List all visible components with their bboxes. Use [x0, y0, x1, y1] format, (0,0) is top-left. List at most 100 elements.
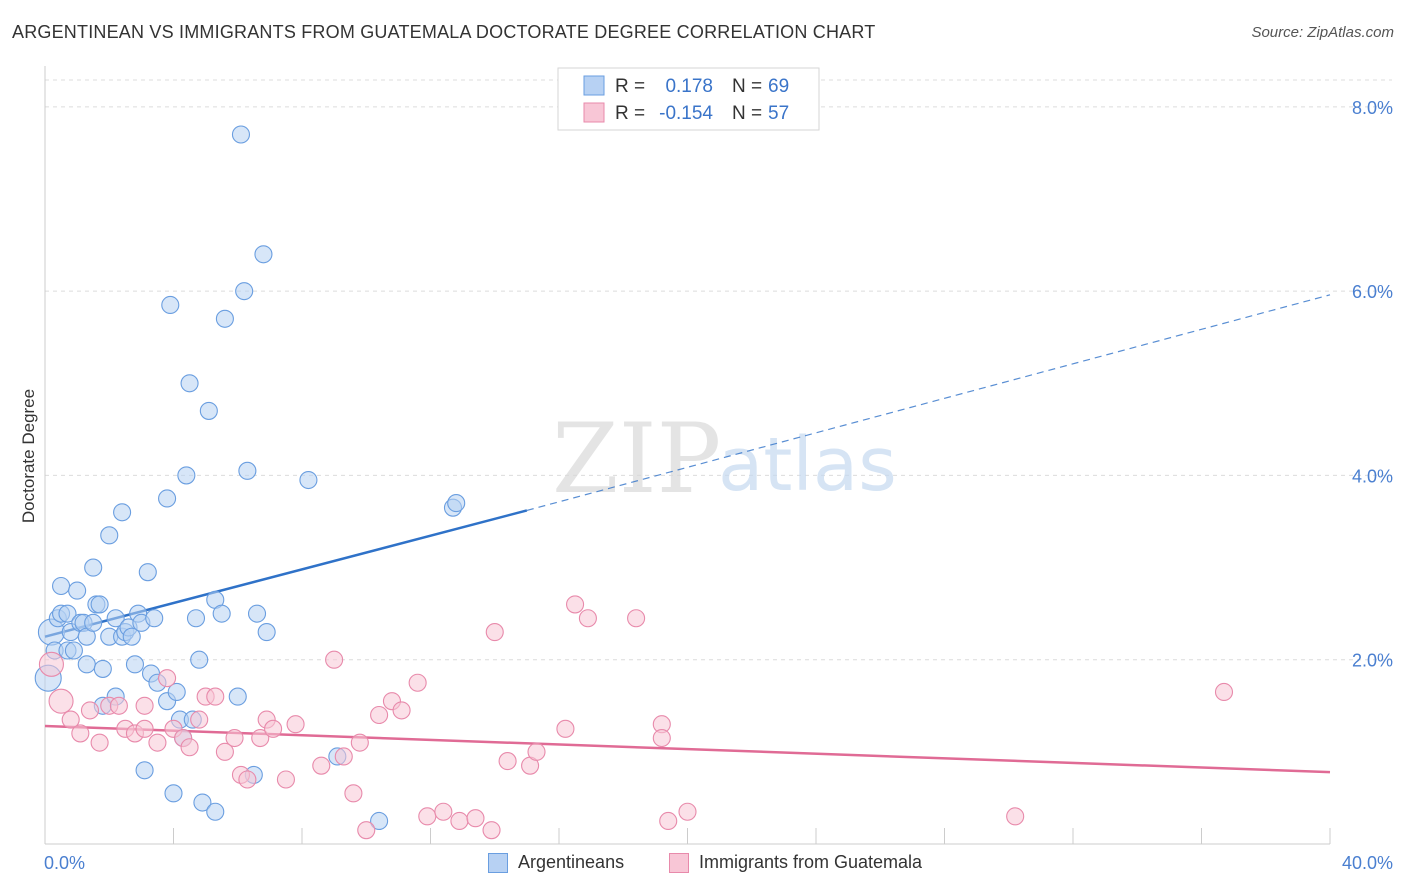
point-guatemala — [334, 747, 353, 766]
legend-n-value-blue: 69 — [768, 76, 789, 97]
point-argentineans — [370, 811, 389, 831]
point-guatemala — [276, 770, 295, 789]
point-guatemala — [498, 752, 517, 771]
point-argentineans — [64, 641, 83, 660]
legend-n-label-blue: N = — [732, 76, 762, 97]
point-guatemala — [652, 728, 671, 748]
legend-label-argentineans: Argentineans — [518, 852, 625, 872]
point-guatemala — [527, 742, 546, 761]
bottom-legend: Argentineans Immigrants from Guatemala — [0, 850, 1406, 880]
point-guatemala — [225, 728, 244, 748]
point-guatemala — [109, 696, 128, 715]
point-argentineans — [161, 295, 180, 315]
watermark: ZIP atlas — [552, 403, 897, 515]
legend-item-guatemala[interactable]: Immigrants from Guatemala — [669, 852, 922, 873]
point-guatemala — [325, 650, 344, 669]
point-argentineans — [254, 245, 273, 264]
point-argentineans — [90, 595, 109, 614]
point-argentineans — [100, 526, 119, 545]
point-argentineans — [447, 494, 466, 513]
point-guatemala — [344, 784, 363, 803]
point-argentineans — [186, 609, 206, 628]
point-guatemala — [264, 719, 283, 738]
axes — [44, 66, 1331, 845]
point-guatemala — [466, 809, 485, 828]
point-argentineans — [145, 609, 164, 628]
legend-r-label-blue: R = — [615, 76, 645, 97]
y-tick-label: 6.0% — [1352, 282, 1393, 302]
point-guatemala — [1214, 682, 1234, 702]
point-argentineans — [125, 655, 144, 674]
x-tick-label-min: 0.0% — [44, 853, 85, 873]
point-argentineans — [235, 282, 254, 301]
point-guatemala — [357, 821, 376, 840]
point-argentineans — [135, 761, 154, 780]
point-guatemala — [286, 715, 305, 734]
point-guatemala — [350, 733, 369, 752]
point-argentineans — [190, 650, 209, 669]
y-axis-label: Doctorate Degree — [19, 389, 38, 523]
legend-item-argentineans[interactable]: Argentineans — [488, 852, 624, 873]
point-guatemala — [418, 807, 437, 826]
point-argentineans — [193, 793, 212, 812]
legend-label-guatemala: Immigrants from Guatemala — [699, 852, 923, 872]
y-tick-labels: 2.0% 4.0% 6.0% 8.0% — [1352, 98, 1393, 671]
point-argentineans — [206, 802, 225, 821]
point-guatemala — [392, 701, 411, 720]
watermark-atlas: atlas — [718, 422, 897, 508]
point-guatemala — [408, 673, 427, 692]
point-guatemala — [135, 696, 154, 715]
point-guatemala — [251, 728, 270, 748]
point-guatemala — [659, 811, 678, 831]
point-guatemala — [578, 609, 597, 628]
legend-r-label-pink: R = — [615, 103, 645, 124]
legend-stats: R = 0.178 N = 69 R = -0.154 N = 57 — [557, 67, 820, 131]
x-tick-label-max: 40.0% — [1342, 853, 1393, 873]
legend-r-value-pink: -0.154 — [659, 103, 713, 124]
point-guatemala — [80, 701, 100, 720]
trendline-argentineans — [44, 509, 528, 638]
point-guatemala — [312, 756, 331, 775]
point-argentineans — [228, 687, 247, 706]
point-argentineans — [177, 466, 196, 485]
point-guatemala — [71, 724, 90, 743]
watermark-zip: ZIP — [552, 403, 721, 515]
y-tick-label: 2.0% — [1352, 651, 1393, 671]
point-argentineans — [164, 784, 183, 803]
series-argentineans — [34, 125, 466, 831]
legend-n-value-pink: 57 — [768, 103, 789, 124]
point-argentineans — [180, 374, 199, 393]
point-argentineans — [231, 125, 251, 144]
point-guatemala — [482, 821, 501, 840]
point-guatemala — [627, 609, 646, 628]
point-guatemala — [1006, 807, 1025, 826]
point-guatemala — [238, 770, 257, 789]
chart-title: ARGENTINEAN VS IMMIGRANTS FROM GUATEMALA… — [12, 22, 876, 42]
point-argentineans — [247, 604, 267, 623]
y-tick-label: 8.0% — [1352, 98, 1393, 118]
point-guatemala — [566, 595, 585, 614]
point-guatemala — [48, 688, 74, 714]
point-guatemala — [450, 811, 469, 831]
point-guatemala — [485, 623, 504, 642]
point-guatemala — [90, 733, 109, 752]
legend-swatch-guatemala — [669, 852, 689, 873]
point-argentineans — [238, 461, 257, 480]
point-guatemala — [206, 687, 225, 706]
point-argentineans — [199, 401, 218, 420]
point-guatemala — [61, 710, 80, 729]
legend-swatch-blue — [583, 75, 605, 96]
point-argentineans — [52, 576, 71, 596]
x-tick-labels: 0.0% 40.0% — [44, 853, 1393, 873]
point-argentineans — [68, 581, 87, 600]
point-argentineans — [122, 627, 141, 646]
point-argentineans — [93, 659, 112, 678]
point-argentineans — [212, 604, 231, 623]
point-guatemala — [190, 710, 209, 729]
grid-lines — [45, 79, 1392, 661]
point-guatemala — [215, 742, 234, 761]
point-argentineans — [84, 613, 103, 632]
point-argentineans — [58, 604, 77, 623]
point-argentineans — [215, 309, 234, 328]
